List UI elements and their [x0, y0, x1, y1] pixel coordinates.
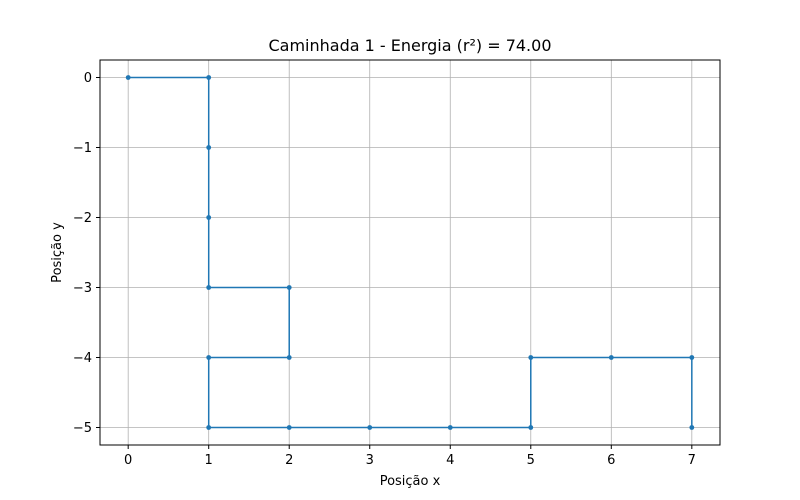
data-point: [125, 75, 131, 80]
y-tick-label: −3: [73, 281, 92, 296]
plot-data: [125, 75, 695, 430]
data-point: [286, 355, 292, 360]
x-tick-label: 0: [124, 453, 132, 468]
chart-title: Caminhada 1 - Energia (r²) = 74.00: [268, 36, 551, 55]
data-point: [689, 355, 695, 360]
y-tick-label: −4: [73, 351, 92, 366]
data-point: [206, 285, 212, 290]
data-point: [447, 425, 453, 430]
data-point: [608, 355, 614, 360]
x-tick-label: 5: [527, 453, 535, 468]
data-point: [206, 145, 212, 150]
x-tick-label: 6: [607, 453, 615, 468]
x-axis-label: Posição x: [380, 474, 441, 489]
y-tick-label: −1: [73, 141, 92, 156]
y-tick-label: 0: [84, 71, 92, 86]
data-point: [286, 425, 292, 430]
data-point: [206, 215, 212, 220]
data-point: [206, 355, 212, 360]
data-point: [689, 425, 695, 430]
data-point: [528, 425, 534, 430]
data-point: [206, 75, 212, 80]
x-tick-label: 7: [688, 453, 696, 468]
data-point: [286, 285, 292, 290]
y-axis-label: Posição y: [50, 222, 65, 283]
data-point: [367, 425, 373, 430]
plot-frame: [99, 59, 721, 446]
x-tick-label: 4: [446, 453, 454, 468]
ticks: 0 1 2 3 4 5 6 7 0 −1 −2 −3 −4 −5: [73, 71, 696, 468]
y-tick-label: −2: [73, 211, 92, 226]
x-tick-label: 2: [285, 453, 293, 468]
data-point: [206, 425, 212, 430]
data-point: [528, 355, 534, 360]
y-tick-label: −5: [73, 421, 92, 436]
x-tick-label: 3: [366, 453, 374, 468]
x-tick-label: 1: [205, 453, 213, 468]
